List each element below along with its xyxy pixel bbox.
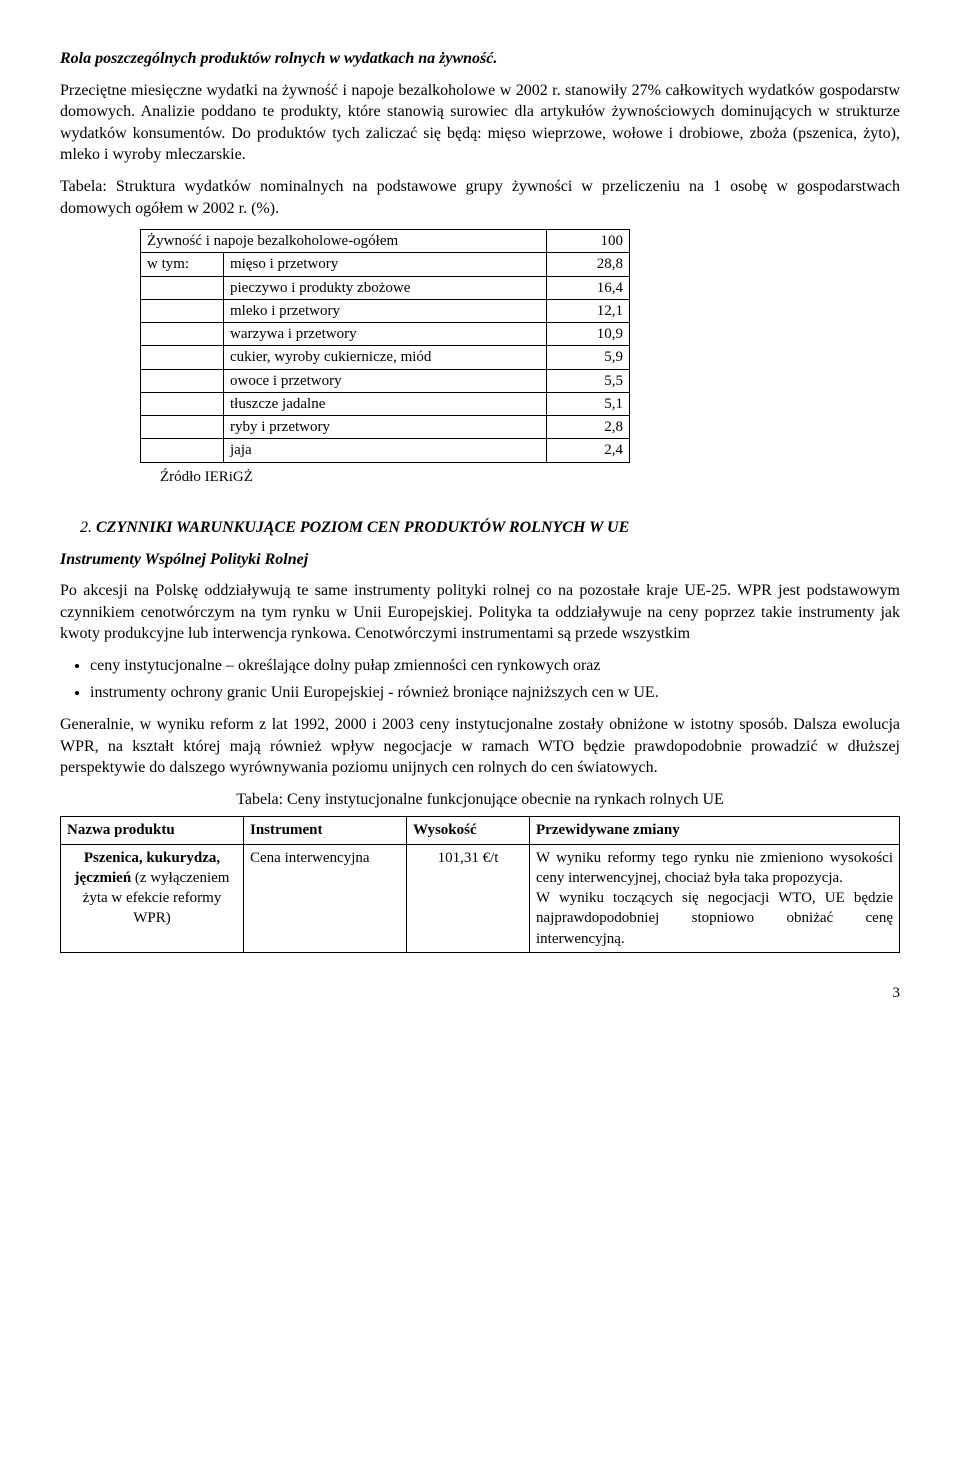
- page-number: 3: [60, 983, 900, 1003]
- section1-heading: Rola poszczególnych produktów rolnych w …: [60, 48, 900, 70]
- table1-source: Źródło IERiGŻ: [160, 467, 900, 487]
- table1: Żywność i napoje bezalkoholowe-ogółem 10…: [140, 229, 630, 463]
- table2-caption: Tabela: Ceny instytucjonalne funkcjonują…: [60, 789, 900, 811]
- table1-row-label: pieczywo i produkty zbożowe: [224, 276, 547, 299]
- table1-blank: [141, 369, 224, 392]
- table1-row-value: 28,8: [547, 253, 630, 276]
- table2-header: Wysokość: [407, 817, 530, 844]
- table1-row-label: jaja: [224, 439, 547, 462]
- table1-blank: [141, 392, 224, 415]
- table1-row-value: 12,1: [547, 299, 630, 322]
- bullet-item: instrumenty ochrony granic Unii Europejs…: [90, 682, 900, 704]
- bullet-list: ceny instytucjonalne – określające dolny…: [90, 655, 900, 704]
- table2-change: W wyniku reformy tego rynku nie zmienion…: [530, 844, 900, 952]
- table1-row-label: mięso i przetwory: [224, 253, 547, 276]
- table1-blank: [141, 346, 224, 369]
- section2-para2: Generalnie, w wyniku reform z lat 1992, …: [60, 714, 900, 779]
- table2-value: 101,31 €/t: [407, 844, 530, 952]
- bullet-item: ceny instytucjonalne – określające dolny…: [90, 655, 900, 677]
- table1-row-label: mleko i przetwory: [224, 299, 547, 322]
- table1-row-label: tłuszcze jadalne: [224, 392, 547, 415]
- table1-row-value: 5,5: [547, 369, 630, 392]
- table1-blank: [141, 439, 224, 462]
- section2-heading: 2. CZYNNIKI WARUNKUJĄCE POZIOM CEN PRODU…: [60, 517, 900, 539]
- table1-row-label: cukier, wyroby cukiernicze, miód: [224, 346, 547, 369]
- section1-para2: Tabela: Struktura wydatków nominalnych n…: [60, 176, 900, 219]
- table2-product: Pszenica, kukurydza, jęczmień (z wyłącze…: [61, 844, 244, 952]
- section2-heading-text: CZYNNIKI WARUNKUJĄCE POZIOM CEN PRODUKTÓ…: [96, 519, 629, 536]
- section2-heading-num: 2.: [80, 519, 92, 536]
- table1-row-value: 16,4: [547, 276, 630, 299]
- table1-blank: [141, 299, 224, 322]
- table2-instrument: Cena interwencyjna: [244, 844, 407, 952]
- table1-blank: [141, 416, 224, 439]
- table1-wtym: w tym:: [141, 253, 224, 276]
- table1-row-label: ryby i przetwory: [224, 416, 547, 439]
- table2-header: Instrument: [244, 817, 407, 844]
- table1-row-value: 10,9: [547, 323, 630, 346]
- section2-para1: Po akcesji na Polskę oddziaływują te sam…: [60, 580, 900, 645]
- table1-row-label: warzywa i przetwory: [224, 323, 547, 346]
- table2-header: Nazwa produktu: [61, 817, 244, 844]
- table1-row-value: 5,9: [547, 346, 630, 369]
- table1-blank: [141, 323, 224, 346]
- table1-row-value: 2,8: [547, 416, 630, 439]
- table1-header-value: 100: [547, 230, 630, 253]
- table2: Nazwa produktu Instrument Wysokość Przew…: [60, 816, 900, 953]
- section2-subheading: Instrumenty Wspólnej Polityki Rolnej: [60, 549, 900, 571]
- table1-blank: [141, 276, 224, 299]
- table1-row-label: owoce i przetwory: [224, 369, 547, 392]
- table1-row-value: 5,1: [547, 392, 630, 415]
- section1-para1: Przeciętne miesięczne wydatki na żywność…: [60, 80, 900, 166]
- table2-header: Przewidywane zmiany: [530, 817, 900, 844]
- table1-row-value: 2,4: [547, 439, 630, 462]
- table1-header-label: Żywność i napoje bezalkoholowe-ogółem: [141, 230, 547, 253]
